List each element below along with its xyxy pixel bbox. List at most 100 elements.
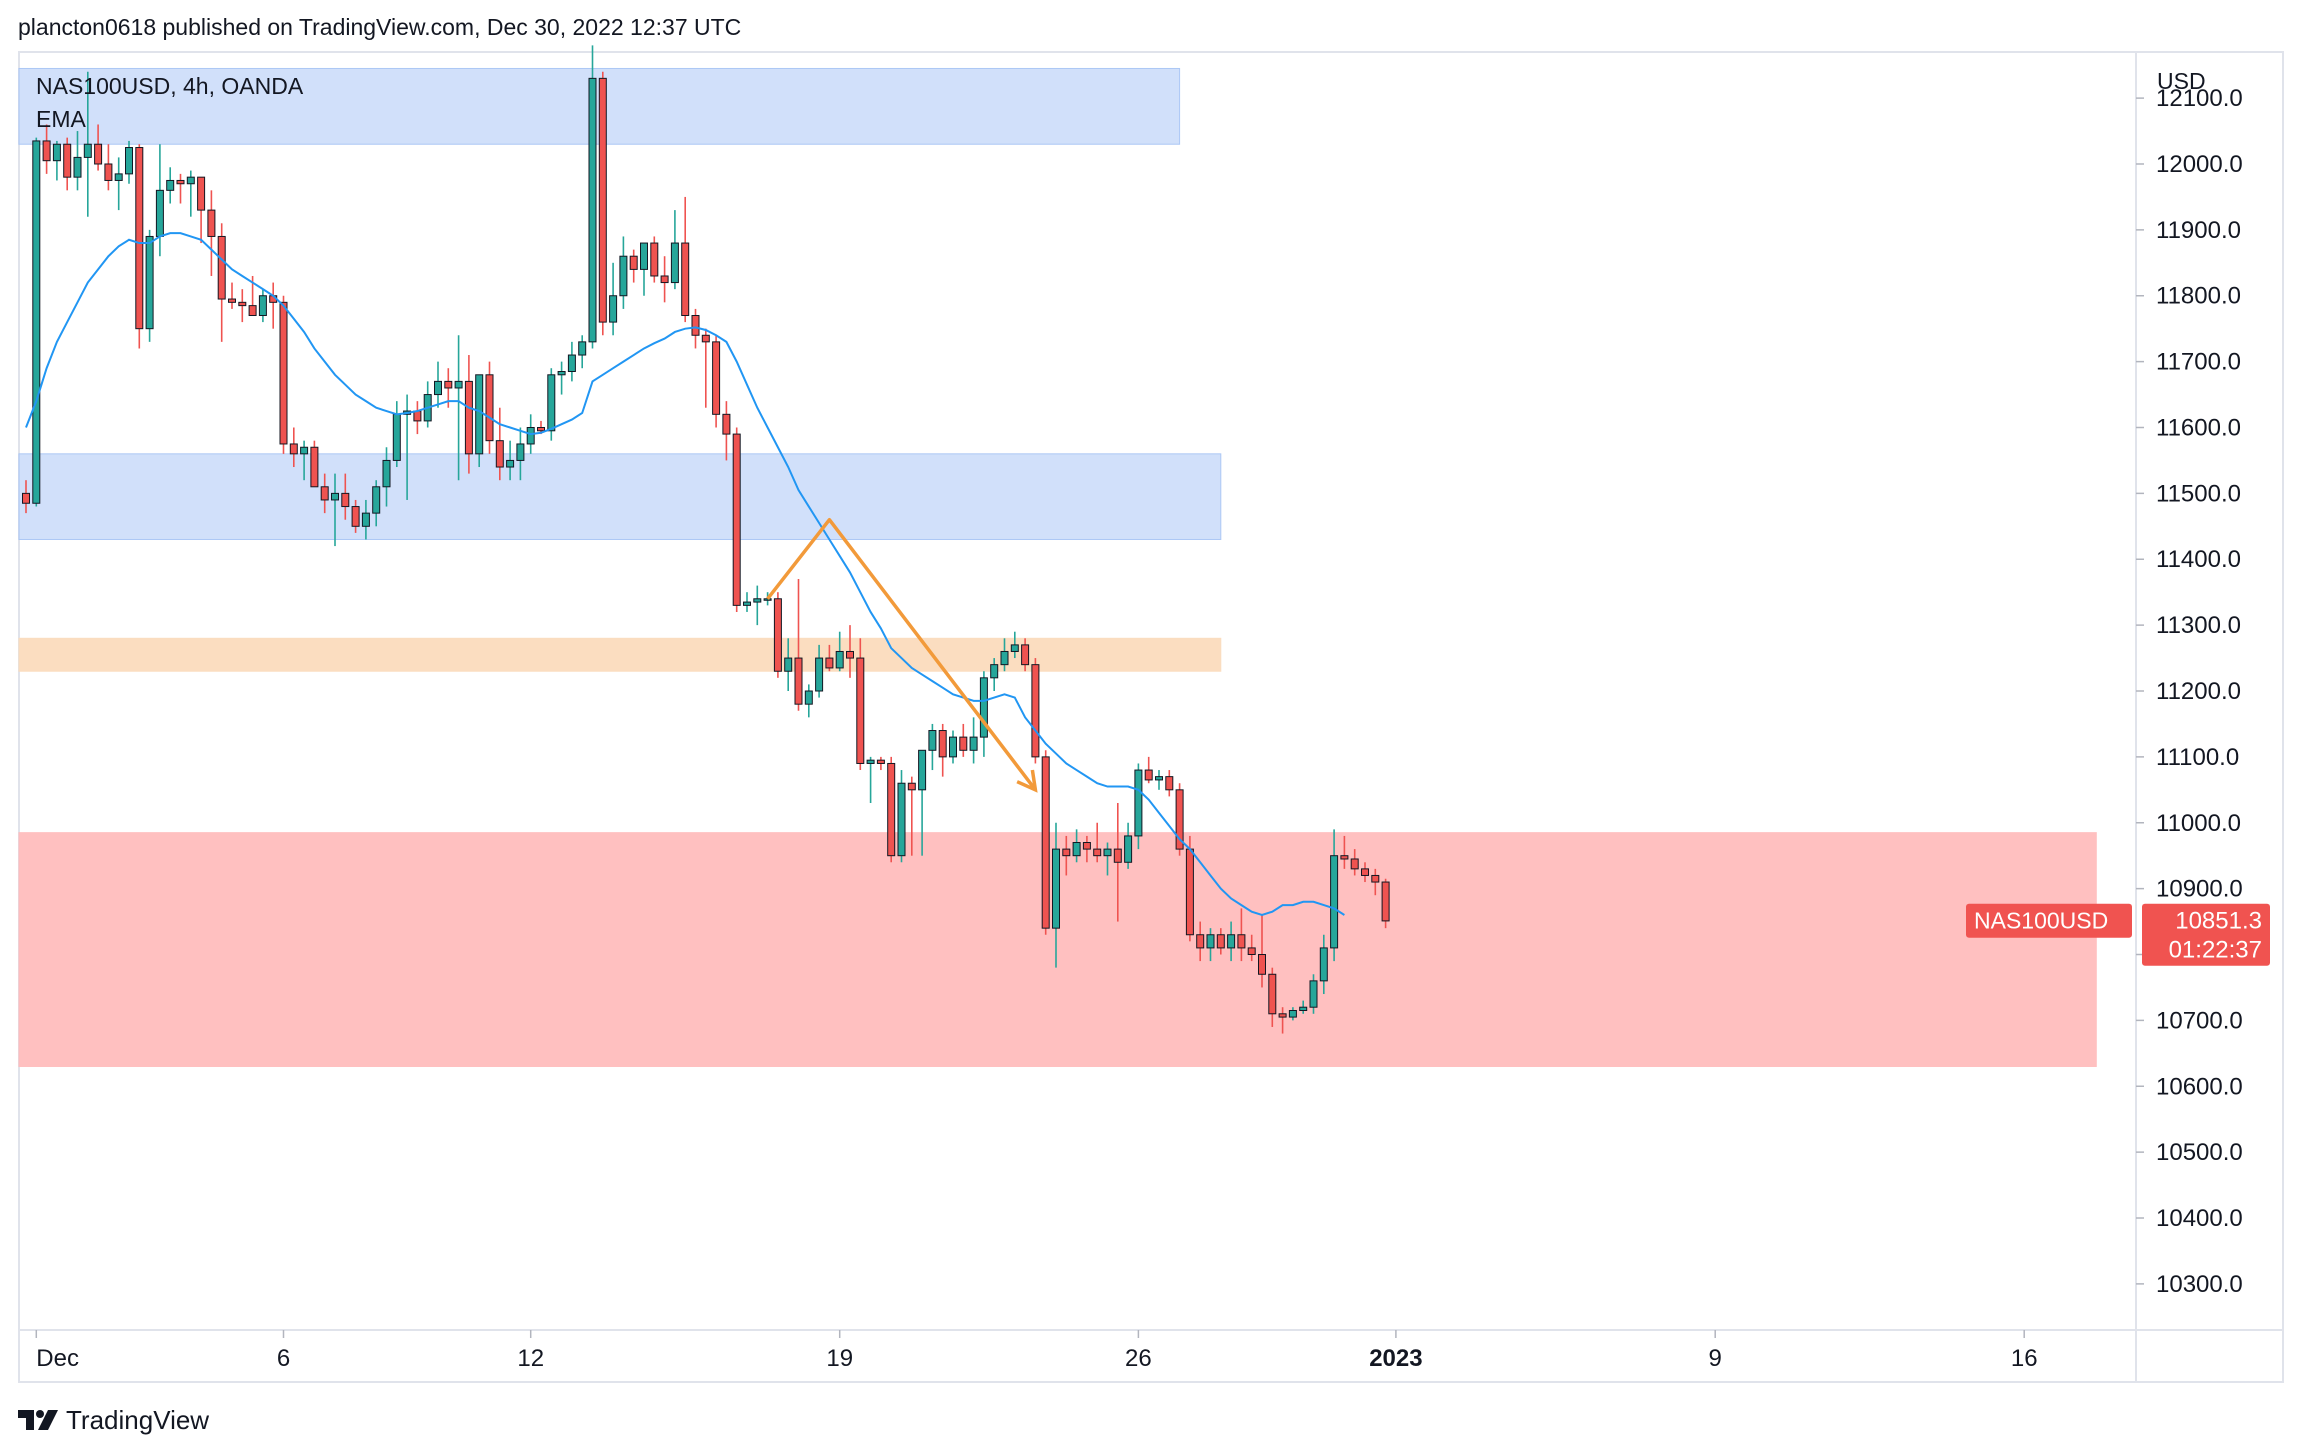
candle xyxy=(784,638,793,691)
candle xyxy=(578,335,587,369)
candle xyxy=(300,440,309,481)
candle xyxy=(269,282,278,329)
arrow-head xyxy=(1016,769,1038,793)
candle xyxy=(1021,638,1030,672)
candle xyxy=(22,480,30,514)
candle xyxy=(732,427,741,612)
candle-body xyxy=(1072,842,1081,857)
candle-body xyxy=(506,459,515,468)
candle xyxy=(1350,849,1359,876)
time-axis[interactable]: Dec 6 12 19 26 2023 9 16 xyxy=(35,1330,2038,1372)
candle-body xyxy=(485,374,494,442)
candle xyxy=(197,176,206,244)
candle-body xyxy=(125,147,133,175)
candle xyxy=(1010,631,1019,659)
x-tick-label: 19 xyxy=(826,1345,853,1372)
y-tick-label: 11300.0 xyxy=(2156,612,2241,639)
candle xyxy=(1144,756,1153,784)
candle-body xyxy=(1062,848,1071,857)
candle xyxy=(712,335,721,428)
symbol-line[interactable]: NAS100USD, 4h, OANDA xyxy=(36,73,304,99)
candle-body xyxy=(1196,934,1205,949)
candle-body xyxy=(444,380,453,389)
candle-body xyxy=(300,446,309,455)
candle-body xyxy=(825,657,834,669)
candle-body xyxy=(670,242,679,284)
candle-body xyxy=(145,235,154,330)
candle xyxy=(310,440,319,488)
candle xyxy=(1319,934,1328,995)
candle-body xyxy=(73,156,82,178)
candle-body xyxy=(835,650,844,669)
candle xyxy=(516,427,525,481)
candle-body xyxy=(547,374,556,432)
y-tick-label: 10700.0 xyxy=(2156,1007,2243,1034)
y-tick-label: 11000.0 xyxy=(2156,810,2241,837)
candle-body xyxy=(1278,1013,1287,1018)
candle xyxy=(1072,829,1081,863)
candle-body xyxy=(1031,664,1040,758)
candle xyxy=(351,499,360,533)
candle-body xyxy=(217,235,226,300)
zones-layer xyxy=(18,67,2097,1067)
candle xyxy=(258,289,267,323)
candle xyxy=(1113,802,1122,922)
supply-zone-mid[interactable] xyxy=(18,453,1222,540)
candle xyxy=(94,124,103,171)
x-tick-label: Dec xyxy=(36,1345,79,1372)
candle-body xyxy=(83,143,92,158)
candle-body xyxy=(846,650,854,659)
candle xyxy=(485,361,494,454)
candle xyxy=(773,592,782,678)
candle-body xyxy=(567,354,576,372)
candle xyxy=(743,592,751,612)
candle-body xyxy=(1113,848,1122,863)
candle-body xyxy=(176,179,185,185)
price-axis[interactable]: 10300.010400.010500.010600.010700.010800… xyxy=(2136,85,2243,1298)
candle-body xyxy=(114,173,123,181)
candle-body xyxy=(94,143,103,165)
candle-body xyxy=(279,301,288,445)
indicator-label[interactable]: EMA xyxy=(36,106,87,132)
candle-body xyxy=(1093,848,1102,857)
candle xyxy=(217,223,226,342)
candle-body xyxy=(1268,973,1277,1015)
candle xyxy=(1103,842,1112,876)
candle-body xyxy=(361,512,370,527)
candle-body xyxy=(495,440,504,468)
candle xyxy=(825,644,834,672)
candle-body xyxy=(1144,769,1153,781)
candle xyxy=(392,401,401,468)
candle xyxy=(464,355,473,474)
footer: TradingView xyxy=(18,1404,209,1436)
candle xyxy=(52,140,61,181)
candle-body xyxy=(135,147,144,330)
candle-body xyxy=(918,749,927,791)
candle xyxy=(1093,822,1102,863)
candle-body xyxy=(537,426,545,432)
candle xyxy=(331,473,339,547)
candles-layer xyxy=(22,45,1390,1034)
candle-body xyxy=(815,657,824,692)
candle xyxy=(63,137,72,191)
candle-body xyxy=(650,242,659,277)
candle xyxy=(846,625,854,678)
tradingview-logo-icon xyxy=(18,1410,58,1430)
candle xyxy=(897,770,906,863)
candle-body xyxy=(578,341,587,356)
candle xyxy=(1309,974,1318,1014)
candle-body xyxy=(1299,1006,1308,1011)
candle-body xyxy=(897,782,906,857)
candle xyxy=(1371,868,1380,896)
candle xyxy=(670,210,679,290)
candle-body xyxy=(464,380,473,455)
candle-body xyxy=(1052,848,1060,929)
candle xyxy=(640,242,648,296)
candle-body xyxy=(155,189,164,237)
order-block[interactable] xyxy=(18,637,1222,672)
candle xyxy=(609,262,618,336)
chart-border xyxy=(18,51,2284,1383)
candle xyxy=(413,401,422,435)
arrow-layer xyxy=(766,517,1038,793)
